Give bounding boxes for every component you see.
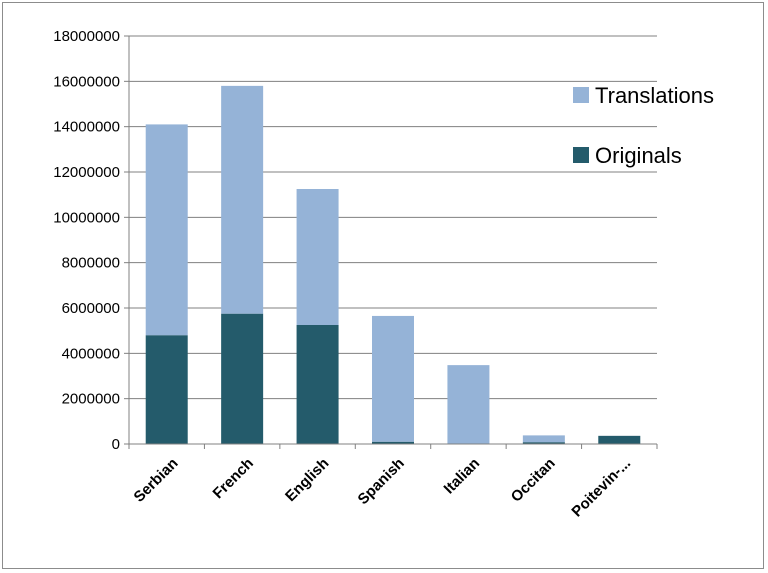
bar-originals-occitan: [522, 442, 565, 444]
bars: [145, 85, 641, 444]
bar-translations-spanish: [372, 315, 414, 442]
y-tick-label: 18000000: [53, 28, 120, 45]
bar-originals-serbian: [145, 335, 188, 444]
y-tick-label: 14000000: [53, 119, 120, 136]
y-tick-label: 12000000: [53, 164, 120, 181]
x-category-label: Poitevin-...: [568, 455, 634, 521]
legend-label-translations: Translations: [595, 83, 714, 108]
x-category-label: Italian: [441, 455, 484, 498]
x-category-label: Occitan: [508, 455, 559, 506]
bar-translations-serbian: [145, 124, 188, 336]
gridlines: [129, 35, 657, 400]
bar-chart: 0 2000000 4000000 6000000 8000000 10000000 120…: [53, 28, 714, 521]
y-tick-label: 16000000: [53, 73, 120, 90]
bar-translations-english: [296, 189, 339, 325]
x-category-label: Spanish: [355, 455, 408, 508]
legend: Translations Originals: [573, 83, 714, 168]
bar-originals-poitevin: [598, 435, 641, 444]
bar-translations-italian: [447, 365, 490, 444]
y-tick-label: 4000000: [62, 345, 120, 362]
bar-originals-english: [296, 325, 339, 444]
legend-label-originals: Originals: [595, 143, 682, 168]
bar-translations-occitan: [522, 435, 565, 443]
y-tick-label: 2000000: [62, 391, 120, 408]
legend-swatch-originals: [573, 147, 589, 163]
axes: 0 2000000 4000000 6000000 8000000 10000000 120…: [53, 28, 658, 521]
y-tick-label: 6000000: [62, 300, 120, 317]
bar-translations-french: [221, 85, 264, 314]
x-category-label: French: [210, 455, 257, 502]
legend-swatch-translations: [573, 87, 589, 103]
y-tick-label: 10000000: [53, 209, 120, 226]
y-tick-label: 8000000: [62, 255, 120, 272]
y-tick-label: 0: [112, 436, 120, 453]
x-category-label: Serbian: [131, 455, 182, 506]
bar-originals-spanish: [372, 441, 414, 444]
x-category-label: English: [282, 455, 332, 505]
bar-originals-french: [221, 313, 264, 444]
